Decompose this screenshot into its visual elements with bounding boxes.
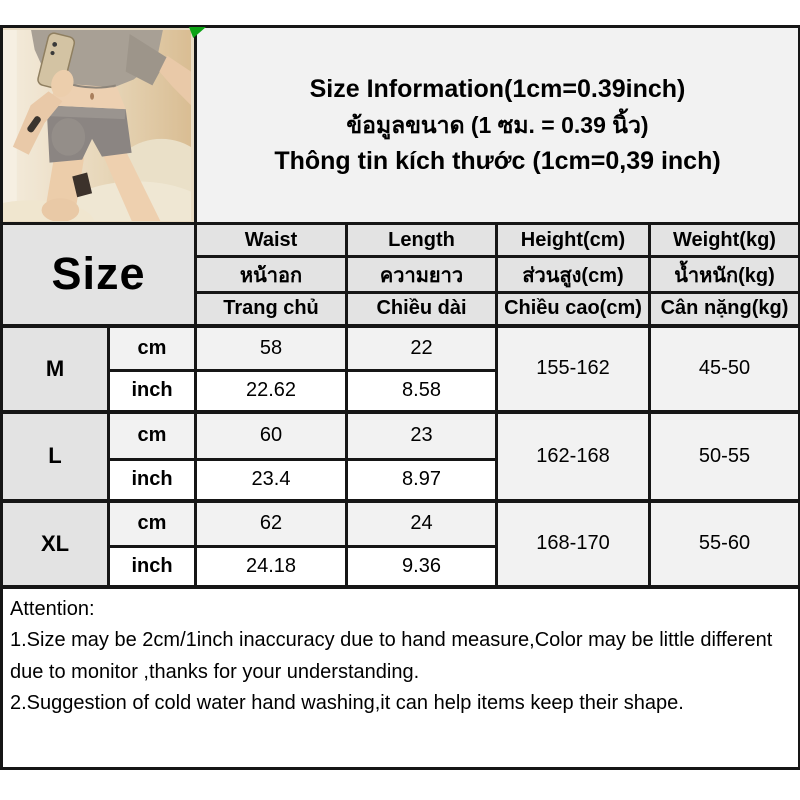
l-weight-range: 50-55 [648,409,800,502]
table-row: M cm 58 22 155-162 45-50 [0,323,800,413]
xl-length-inch: 9.36 [345,545,498,588]
l-waist-cm: 60 [194,409,348,461]
table-row: L cm 60 23 162-168 50-55 [0,409,800,502]
col-header-waist-th: หน้าอก [194,255,348,294]
title-block: Size Information(1cm=0.39inch) ข้อมูลขนา… [194,25,800,225]
unit-label-inch: inch [107,458,197,502]
m-waist-inch: 22.62 [194,369,348,413]
table-row: XL cm 62 24 168-170 55-60 [0,498,800,588]
m-weight-range: 45-50 [648,323,800,413]
table-row: inch 24.18 9.36 [2,545,800,588]
m-length-cm: 22 [345,323,498,372]
attention-heading: Attention: [10,597,95,620]
tshirt-sleeve [125,33,168,85]
phone-camera-icon [50,50,55,55]
col-header-weight-vi: Cân nặng(kg) [648,291,800,327]
size-corner-label: Size [0,222,197,327]
model [12,29,191,221]
xl-weight-range: 55-60 [648,498,800,588]
col-header-height-en: Height(cm) [495,222,651,258]
title-vietnamese: Thông tin kích thước (1cm=0,39 inch) [274,147,721,175]
left-thigh [46,154,85,206]
col-header-length-en: Length [345,222,498,258]
table-row: inch 22.62 8.58 [2,369,800,413]
right-leg [101,150,161,221]
col-header-height-vi: Chiều cao(cm) [495,291,651,327]
size-label-xl: XL [0,498,110,588]
left-knee [41,197,80,221]
product-photo [0,25,197,225]
col-header-length-th: ความยาว [345,255,498,294]
green-corner-marker-icon [189,27,206,38]
xl-height-range: 168-170 [495,498,651,588]
l-height-range: 162-168 [495,409,651,502]
unit-label-inch: inch [107,369,197,413]
unit-label-cm: cm [107,409,197,461]
xl-waist-inch: 24.18 [194,545,348,588]
col-header-height-th: ส่วนสูง(cm) [495,255,651,294]
title-english: Size Information(1cm=0.39inch) [309,75,686,103]
bracelet [27,115,41,132]
l-length-inch: 8.97 [345,458,498,502]
l-length-cm: 23 [345,409,498,461]
m-height-range: 155-162 [495,323,651,413]
unit-label-inch: inch [107,545,197,588]
col-header-waist-vi: Trang chủ [194,291,348,327]
unit-label-cm: cm [107,498,197,548]
phone-camera-icon [52,41,58,47]
attention-line-2: 2.Suggestion of cold water hand washing,… [10,692,684,714]
col-header-weight-en: Weight(kg) [648,222,800,258]
shorts-highlight [51,117,86,156]
size-label-l: L [0,409,110,502]
size-label-m: M [0,323,110,413]
shorts-waistband [46,104,126,119]
m-length-inch: 8.58 [345,369,498,413]
col-header-length-vi: Chiều dài [345,291,498,327]
navel [90,92,95,100]
title-thai: ข้อมูลขนาด (1 ซม. = 0.39 นิ้ว) [346,112,649,138]
col-header-weight-th: น้ำหนัก(kg) [648,255,800,294]
far-arm [159,55,191,105]
attention-line-1: 1.Size may be 2cm/1inch inaccuracy due t… [10,629,773,683]
wall-light-panel [4,29,17,221]
size-table: Size Information(1cm=0.39inch) ข้อมูลขนา… [0,25,800,770]
unit-label-cm: cm [107,323,197,372]
xl-length-cm: 24 [345,498,498,548]
m-waist-cm: 58 [194,323,348,372]
l-waist-inch: 23.4 [194,458,348,502]
col-header-waist-en: Waist [194,222,348,258]
table-row: inch 23.4 8.97 [2,458,800,502]
xl-waist-cm: 62 [194,498,348,548]
heel [72,172,93,197]
mirror-selfie-photo [4,29,191,221]
attention-note: Attention: 1.Size may be 2cm/1inch inacc… [0,584,800,770]
hand [51,69,74,97]
